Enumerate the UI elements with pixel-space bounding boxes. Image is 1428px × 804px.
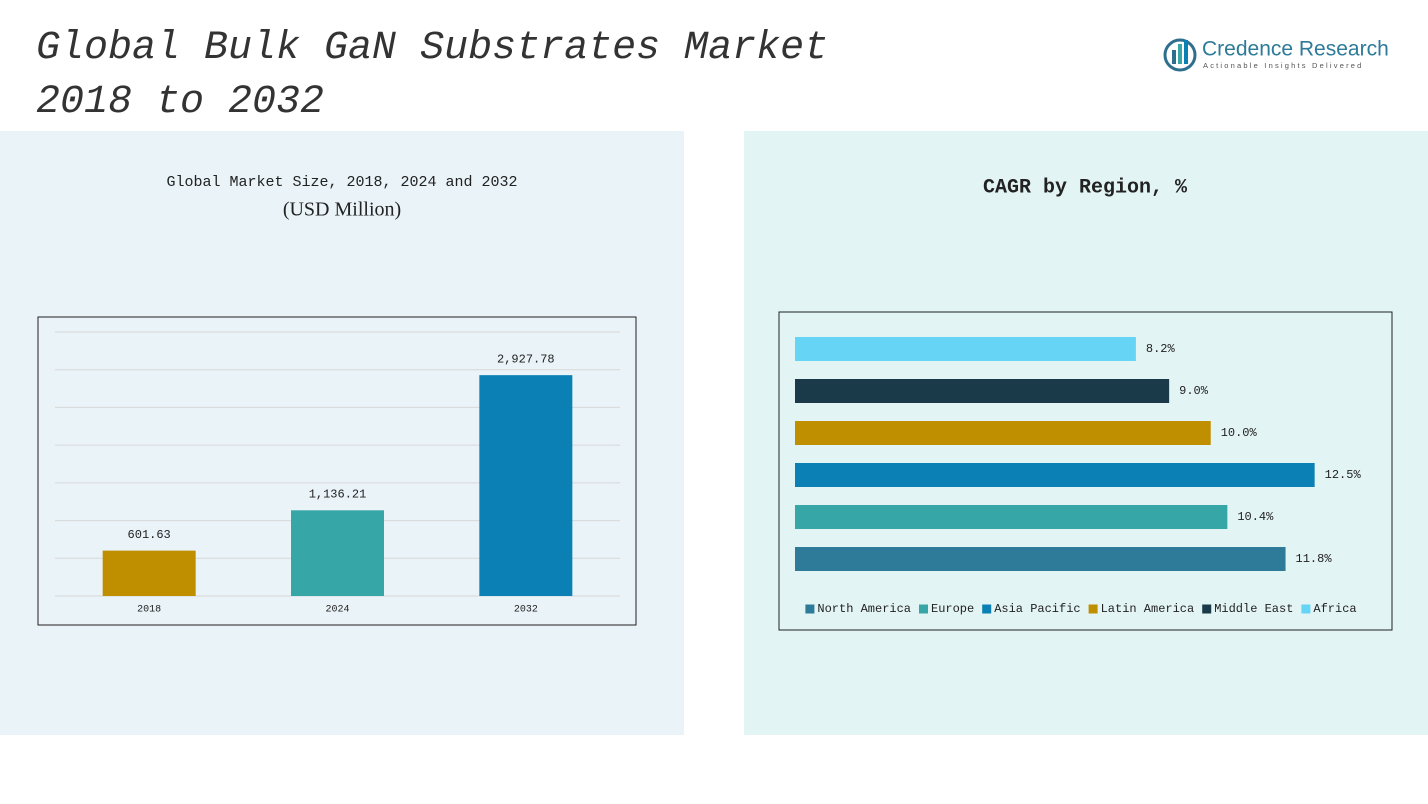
data-label: 10.0% <box>1221 426 1258 440</box>
data-label: 9.0% <box>1179 384 1209 398</box>
bar <box>479 375 573 596</box>
legend-swatch <box>982 604 992 614</box>
legend-label: Asia Pacific <box>994 602 1080 616</box>
legend-label: Middle East <box>1214 602 1293 616</box>
data-label: 8.2% <box>1146 342 1176 356</box>
legend-swatch <box>919 604 928 614</box>
data-label: 10.4% <box>1237 510 1274 524</box>
x-tick-label: 2018 <box>137 605 161 616</box>
chart-title: CAGR by Region, % <box>983 176 1188 199</box>
legend-label: North America <box>817 602 911 616</box>
bar <box>795 505 1228 529</box>
legend-label: Africa <box>1313 602 1356 616</box>
chart-frame <box>37 316 637 626</box>
bar <box>795 421 1211 445</box>
left-panel <box>0 131 684 735</box>
chart-frame <box>778 311 1393 631</box>
legend-swatch <box>1301 604 1311 614</box>
chart-title: Global Market Size, 2018, 2024 and 2032 <box>166 174 517 191</box>
legend-label: Latin America <box>1101 602 1195 616</box>
bar <box>291 510 384 596</box>
logo-name: Credence Research <box>1202 38 1389 61</box>
data-label: 601.63 <box>128 528 171 542</box>
bar <box>795 337 1136 361</box>
data-label: 12.5% <box>1325 468 1362 482</box>
logo-icon <box>1163 38 1197 72</box>
x-tick-label: 2024 <box>325 605 349 616</box>
legend-swatch <box>805 604 815 614</box>
logo-tagline: Actionable Insights Delivered <box>1203 61 1364 70</box>
legend-swatch <box>1202 604 1212 614</box>
legend-swatch <box>1088 604 1098 614</box>
chart-subtitle: (USD Million) <box>283 199 401 221</box>
data-label: 1,136.21 <box>309 487 367 501</box>
page-title: Global Bulk GaN Substrates Market 2018 t… <box>36 26 829 125</box>
bar <box>795 547 1286 571</box>
bar <box>795 379 1170 403</box>
legend-label: Europe <box>931 602 974 616</box>
data-label: 2,927.78 <box>497 352 555 366</box>
bar <box>795 463 1315 487</box>
data-label: 11.8% <box>1296 552 1333 566</box>
x-tick-label: 2032 <box>514 605 538 616</box>
bar <box>102 550 196 596</box>
